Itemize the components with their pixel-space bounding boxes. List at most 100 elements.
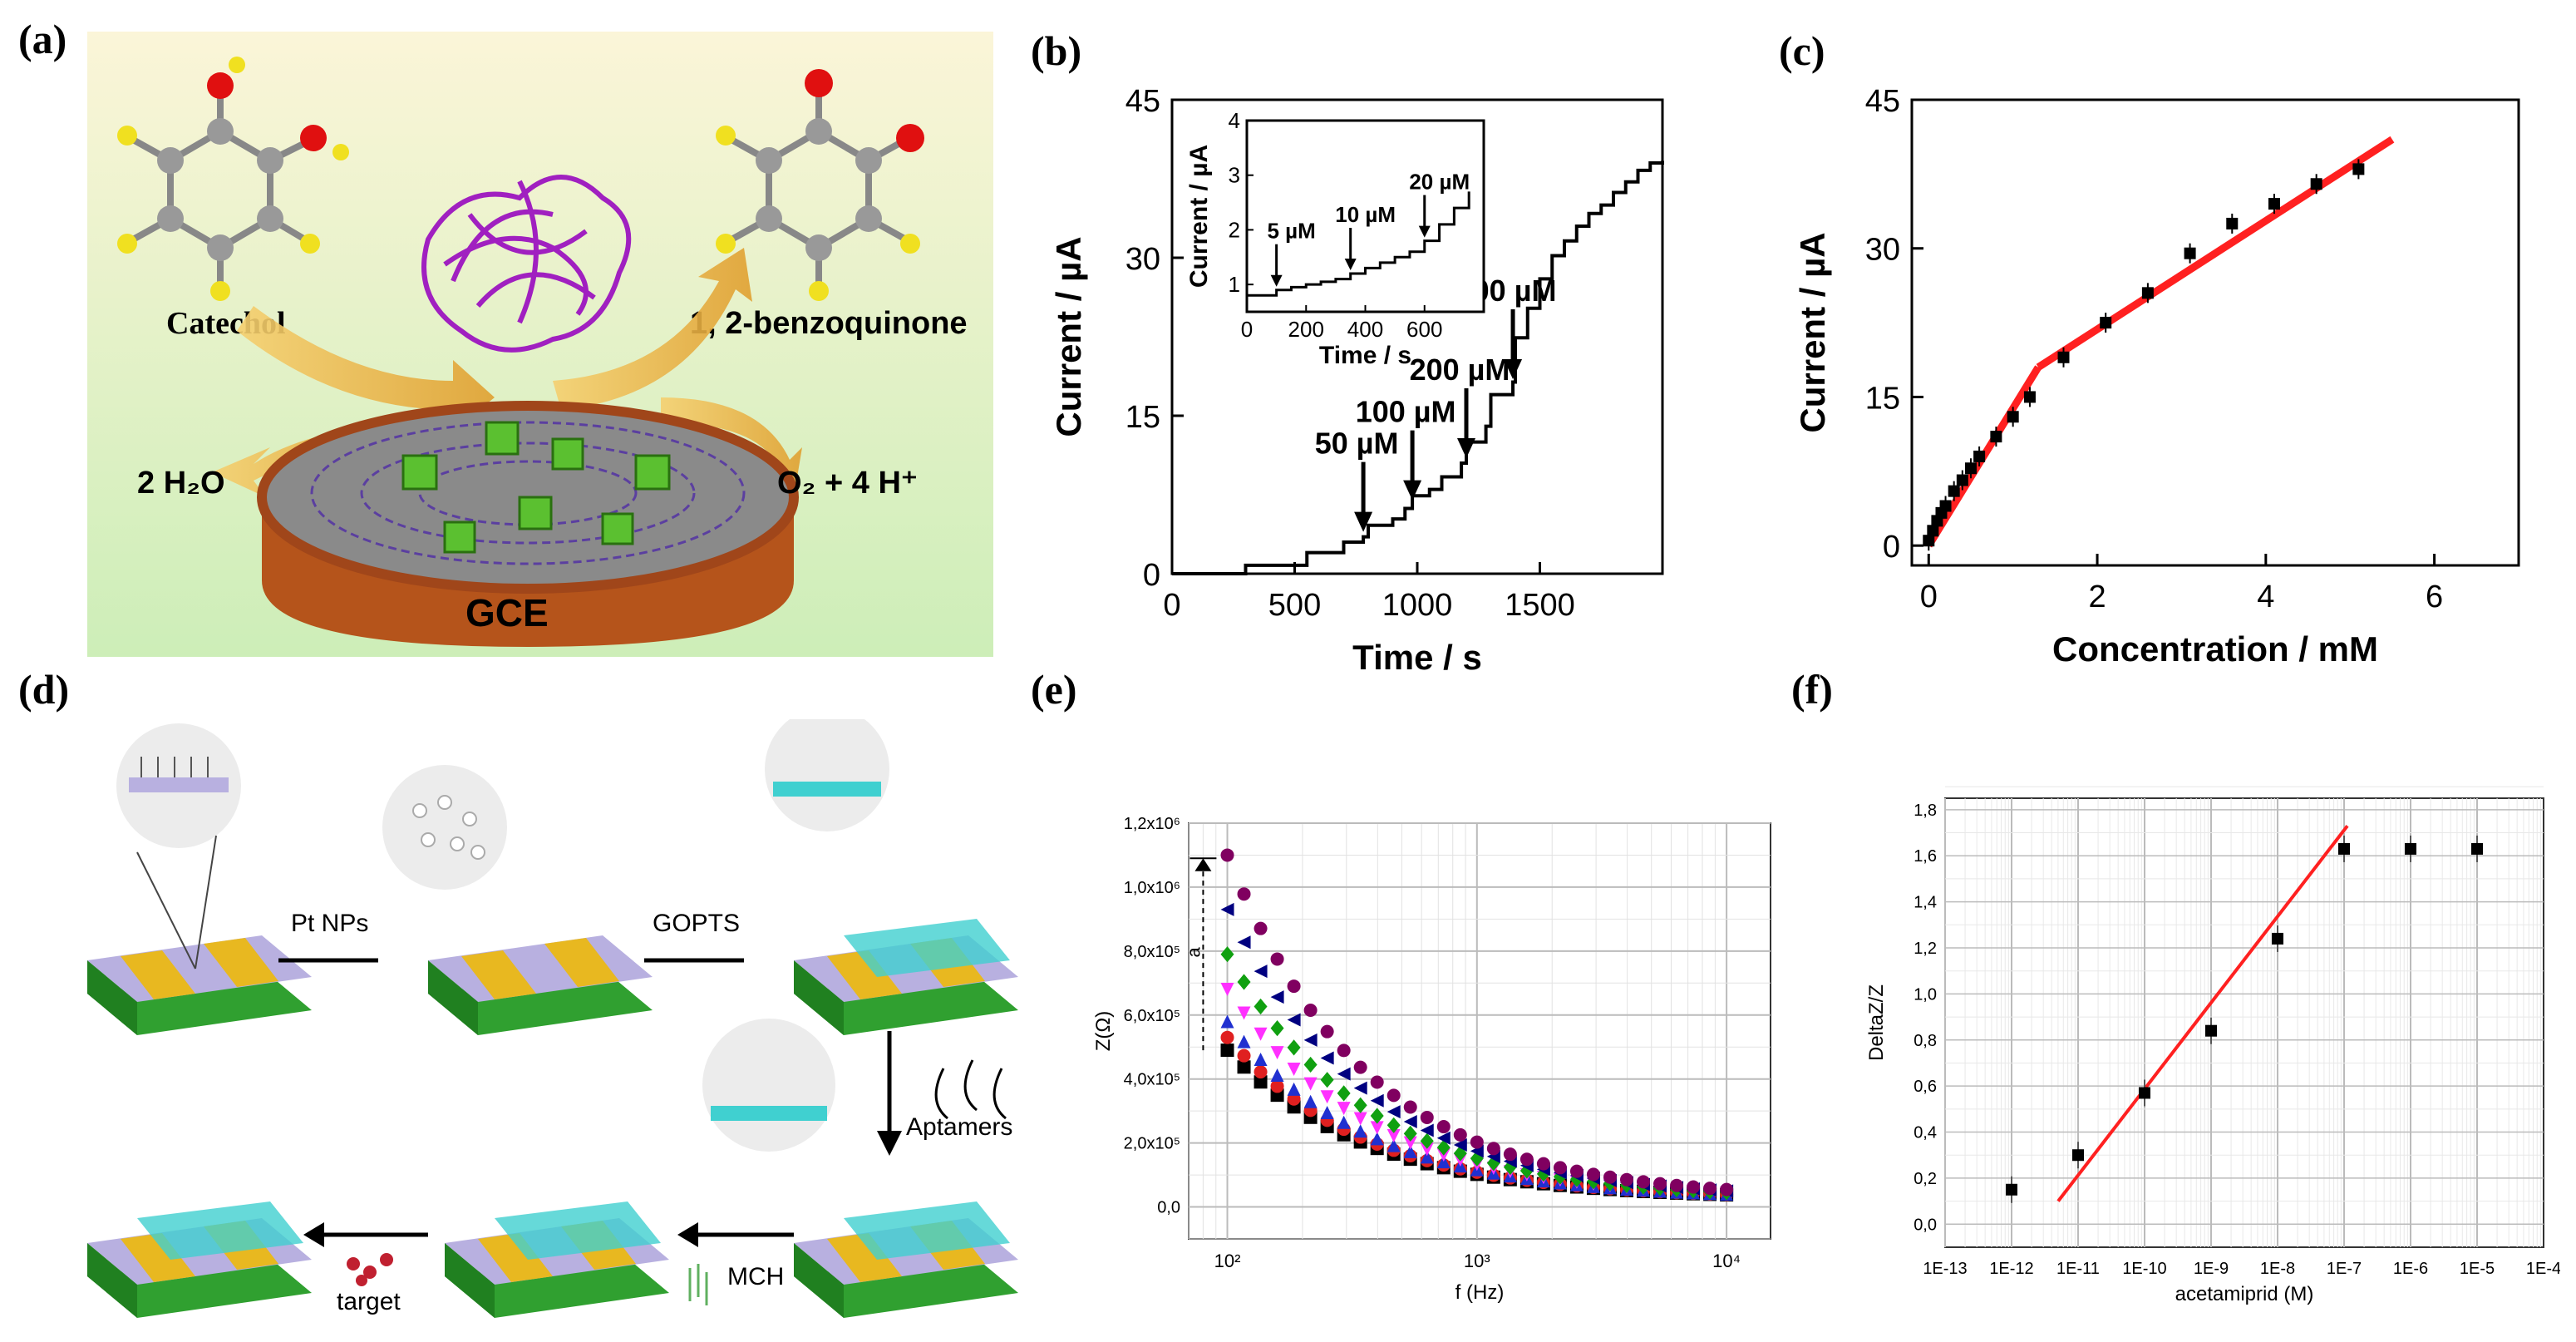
panel-label-c: (c) [1779,27,1825,74]
data-point [2268,198,2280,210]
chart-c: 0 15 30 45 0 2 4 6 Concentration / mM Current / µ… [1793,84,2520,669]
y-axis-label: DeltaZ/Z [1865,984,1888,1061]
data-point [1270,1046,1284,1060]
data-point [1453,1138,1467,1152]
y-tick-label: 2,0x10⁵ [1124,1135,1180,1153]
data-point [1486,1142,1500,1156]
inset-arrowhead [1270,274,1283,287]
data-point [1387,1138,1401,1152]
x-tick-label: 1E-13 [1923,1260,1967,1278]
plot-frame [1944,797,2544,1248]
data-point [1303,1033,1318,1047]
linear-fit-line [2056,825,2349,1202]
data-point [1519,1152,1534,1167]
data-point [1220,1030,1234,1044]
data-point [1220,1044,1234,1058]
data-point [1220,902,1234,916]
y-tick-label: 0 [1143,558,1160,593]
enzyme-structure [421,175,632,353]
x-axis-label: f (Hz) [1455,1281,1505,1304]
y-tick-label: 1,6 [1914,847,1937,866]
data-point [1320,1106,1334,1120]
injection-arrowhead [1354,511,1373,532]
x-tick-label: 1E-7 [2327,1260,2362,1278]
x-tick-label: 1E-10 [2122,1260,2166,1278]
data-point [1370,1093,1384,1108]
data-point [1923,535,1935,547]
data-point [1270,990,1284,1004]
inset-y-tick-label: 4 [1229,108,1240,133]
data-point [1254,965,1268,979]
data-point [1637,1175,1651,1189]
x-tick-label: 500 [1268,588,1321,623]
oxygen-label: O₂ + 4 H⁺ [777,466,918,501]
step-gopts-label: GOPTS [653,910,740,937]
data-point [1287,1082,1301,1096]
data-point [1237,1034,1251,1048]
data-point [1703,1182,1717,1196]
inset-y-tick-label: 3 [1229,163,1240,188]
y-tick-label: 15 [1865,381,1900,416]
injection-arrowhead [1504,359,1523,379]
data-point [1237,974,1251,990]
step-aptamers-label: Aptamers [906,1113,1012,1141]
x-tick-label: 10⁴ [1712,1251,1741,1271]
x-axis-label: Time / s [1352,638,1482,677]
y-tick-label: 0,6 [1914,1078,1937,1096]
y-tick-label: 45 [1125,84,1160,119]
data-point [1670,1178,1684,1192]
data-point [1420,1123,1434,1137]
data-point [2352,163,2365,175]
data-point [1687,1180,1701,1194]
data-point [1320,1051,1334,1065]
data-point [1387,1105,1401,1119]
inset-x-tick-label: 200 [1288,317,1324,342]
data-point [1220,1014,1234,1029]
mof-crystals [401,421,671,554]
y-tick-label: 0,0 [1914,1216,1937,1234]
data-point [1519,1162,1534,1179]
inset-x-tick-label: 0 [1241,317,1253,342]
data-point [1420,1150,1434,1164]
data-point [1503,1159,1517,1176]
linear-fit-segment [2036,136,2395,371]
arrow-catechol-in [237,306,495,431]
data-point [1403,1136,1417,1150]
x-tick-label: 1500 [1505,588,1575,623]
x-tick-label: 1E-5 [2460,1260,2495,1278]
y-tick-label: 15 [1125,400,1160,435]
data-point [1470,1135,1484,1149]
data-point [1353,1060,1367,1074]
x-tick-label: 4 [2257,580,2274,614]
data-point [1303,1004,1318,1018]
data-point [1337,1044,1351,1058]
zoom-bubble-gopts [765,719,889,831]
data-point [2338,842,2350,855]
data-point [2072,1149,2084,1162]
inset-x-tick-label: 400 [1347,317,1383,342]
y-axis-label: Current / µA [1049,236,1088,437]
scheme-d: Pt NPs GOPTS Aptamers MCH target [87,719,1018,1318]
inset-label: 5 µM [1267,219,1315,244]
plot-frame [1910,98,2520,567]
data-point [1927,525,1939,537]
y-tick-label: 0,4 [1914,1124,1937,1142]
data-point [2100,317,2112,329]
y-tick-label: 1,2 [1914,940,1937,958]
data-point [1237,935,1251,950]
inset-x-tick-label: 600 [1406,317,1442,342]
panel-label-d: (d) [18,666,70,713]
x-axis-label: Concentration / mM [2052,629,2378,669]
x-tick-label: 10³ [1464,1251,1490,1271]
panel-label-b: (b) [1031,27,1082,74]
data-point [2007,411,2019,423]
data-point [2205,1024,2217,1037]
injection-arrowhead [1457,438,1475,458]
data-point [2023,391,2036,403]
panel-label-f: (f) [1791,666,1833,713]
chart-f: 0,0 0,2 0,4 0,6 0,8 1,0 1,2 1,4 1,6 1,8 1E-13 1E-12… [1865,786,2560,1305]
data-point [2226,217,2239,229]
data-point [1370,1075,1384,1089]
data-point [2272,932,2283,945]
data-point [2184,247,2196,259]
